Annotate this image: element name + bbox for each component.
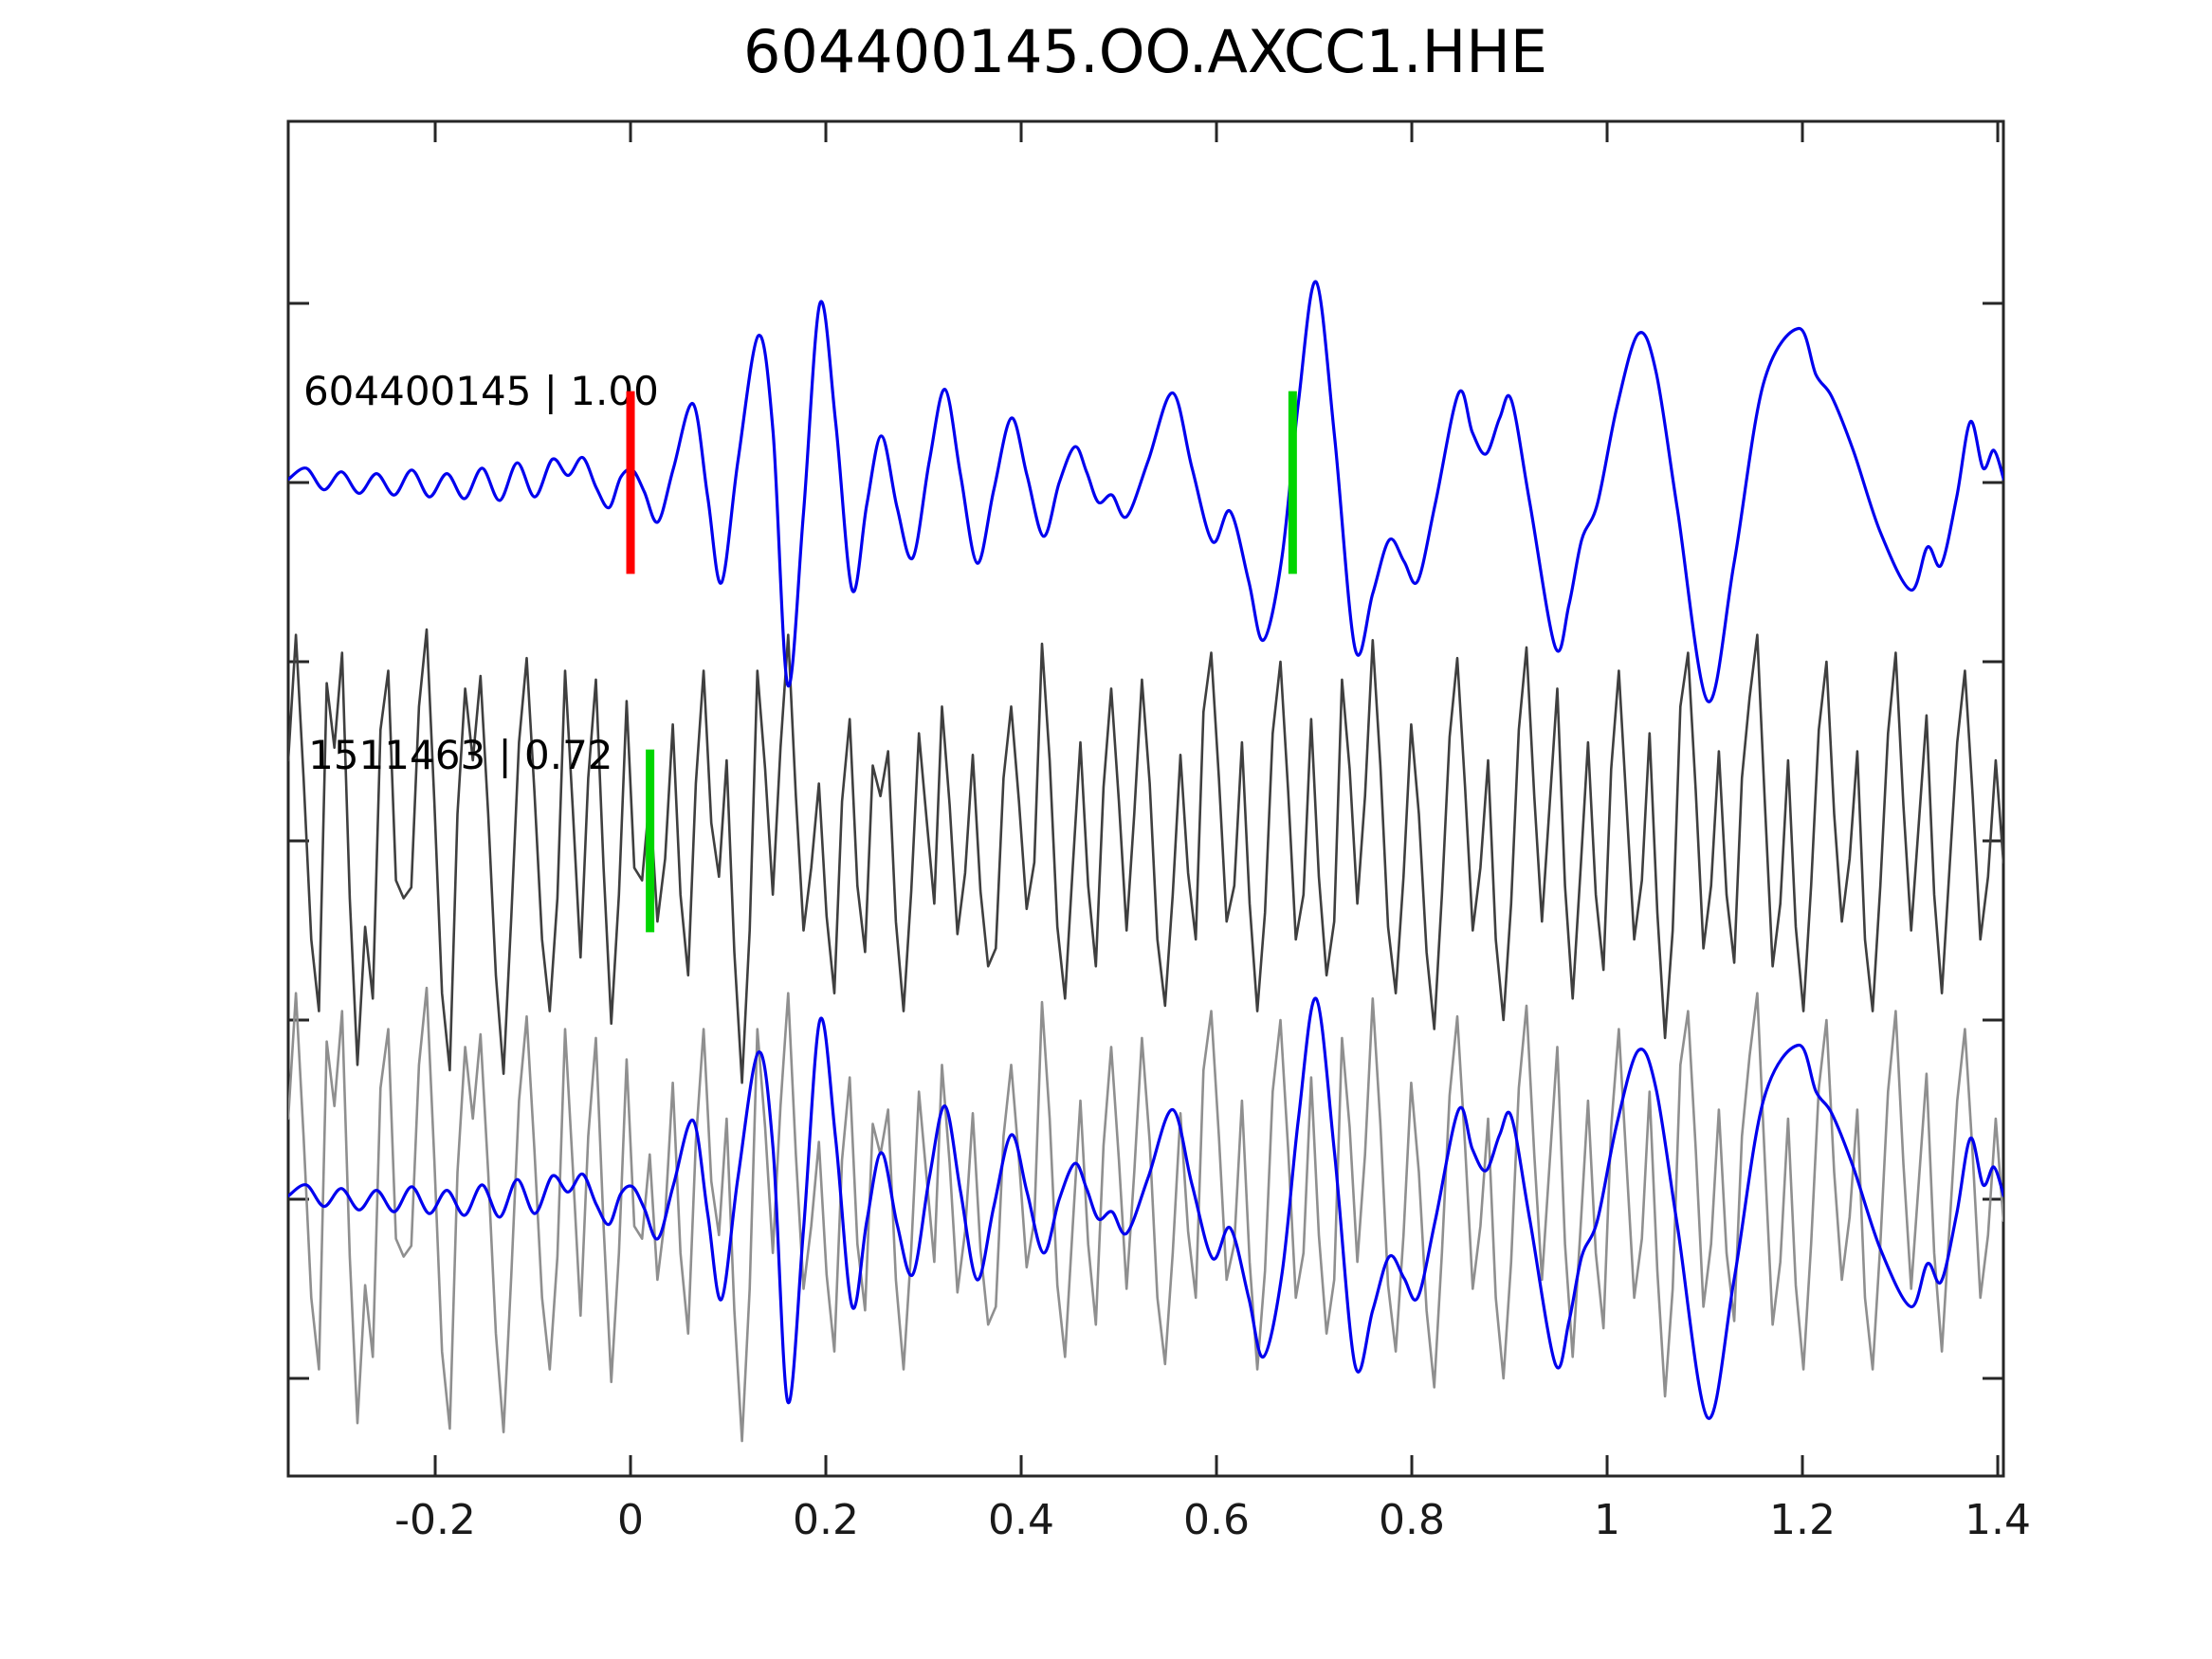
trace-label-1: 604400145 | 1.00 [303, 368, 659, 414]
x-tick-label: 0.2 [793, 1496, 859, 1544]
waveform-traces [288, 280, 2003, 1443]
x-tick-label: -0.2 [394, 1496, 476, 1544]
x-tick-label: 1 [1594, 1496, 1620, 1544]
x-tick-label: 0.4 [988, 1496, 1054, 1544]
pick-markers [626, 391, 1297, 933]
x-tick-label: 1.2 [1769, 1496, 1836, 1544]
x-tick-label: 1.4 [1965, 1496, 2031, 1544]
waveform-master [288, 280, 2003, 703]
axes-box [286, 119, 2005, 1478]
trace-label-2: 1511463 | 0.72 [308, 732, 612, 778]
x-tick-label: 0.8 [1379, 1496, 1445, 1544]
x-tick-label: 0.6 [1183, 1496, 1250, 1544]
waveform-match [288, 628, 2003, 1085]
trace-labels: 604400145 | 1.00 1511463 | 0.72 [303, 368, 659, 778]
x-tick-label: 0 [617, 1496, 644, 1544]
overlay-waveform-master [288, 996, 2003, 1420]
overlay-waveform-match [288, 986, 2003, 1443]
chart-title: 604400145.OO.AXCC1.HHE [743, 17, 1547, 86]
axes-spines [286, 119, 2005, 1478]
x-tick-labels: -0.2 0 0.2 0.4 0.6 0.8 1 1.2 1.4 [394, 1496, 2031, 1544]
